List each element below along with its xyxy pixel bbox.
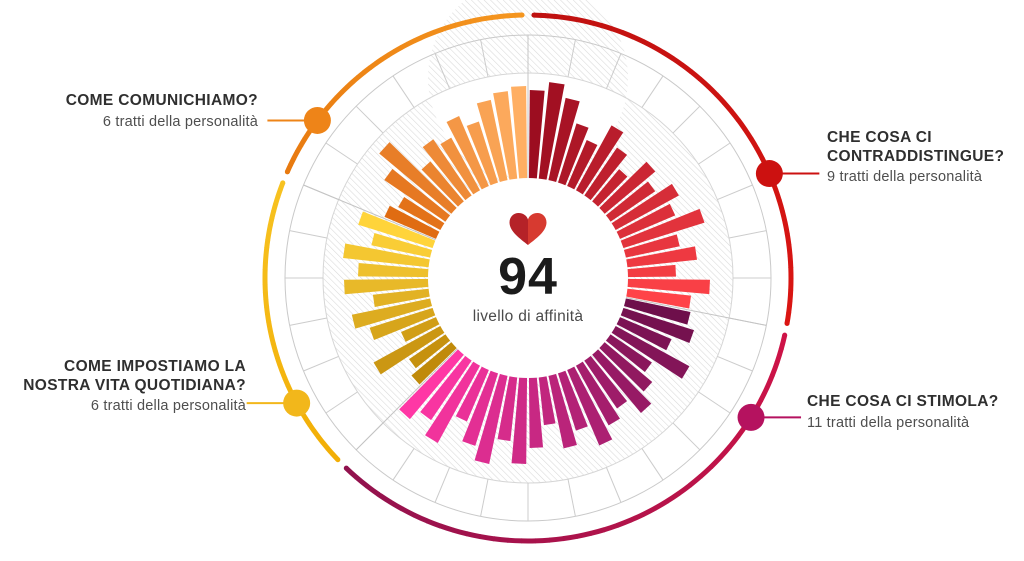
trait-bar	[528, 371, 544, 448]
section-title-line2: NOSTRA VITA QUOTIDIANA?	[23, 376, 246, 394]
trait-bar	[618, 297, 691, 325]
trait-bar	[493, 91, 518, 186]
trait-bar	[601, 181, 656, 226]
trait-bar	[595, 161, 656, 218]
section-dot-stimola	[737, 403, 765, 431]
trait-bar	[474, 368, 509, 464]
trait-bar	[595, 338, 653, 392]
trait-bar	[573, 356, 620, 426]
trait-bar	[601, 330, 652, 373]
heart-icon	[509, 213, 547, 245]
trait-bar	[580, 147, 628, 205]
section-bars-quotidiana	[343, 211, 461, 385]
trait-bar	[420, 351, 476, 421]
trait-bar	[344, 278, 435, 295]
section-title: COME COMUNICHIAMO?	[65, 92, 258, 109]
affinity-score-caption: livello di affinità	[472, 308, 584, 325]
trait-bar	[547, 97, 580, 188]
trait-bar	[511, 371, 528, 464]
trait-bar	[462, 365, 500, 446]
trait-bar	[373, 323, 450, 375]
trait-bar	[606, 183, 679, 233]
trait-bar	[547, 368, 577, 449]
trait-bar	[369, 306, 441, 341]
section-boundary-lines	[303, 35, 767, 451]
trait-bar	[538, 370, 556, 426]
trait-bar	[564, 139, 598, 195]
section-traits-count: 6 tratti della personalità	[90, 398, 246, 415]
trait-bar	[371, 233, 438, 259]
section-label-quotidiana: COME IMPOSTIAMO LA NOSTRA VITA QUOTIDIAN…	[23, 358, 246, 414]
trait-bar	[358, 262, 435, 278]
trait-bar	[455, 361, 492, 422]
trait-bar	[580, 351, 628, 409]
trait-bar	[411, 338, 461, 385]
section-bars-contraddistingue	[528, 82, 710, 309]
trait-bar	[556, 365, 588, 431]
trait-bar	[588, 169, 628, 211]
trait-bar	[425, 356, 483, 443]
trait-bar	[611, 314, 672, 351]
trait-bar	[497, 370, 518, 442]
trait-bar	[476, 99, 509, 188]
trait-bar	[343, 243, 436, 268]
trait-bar	[620, 288, 692, 309]
section-dot-comunichiamo	[303, 106, 331, 134]
section-label-stimola: CHE COSA CI STIMOLA? 11 tratti della per…	[807, 393, 999, 431]
trait-bar	[621, 278, 710, 295]
trait-bar	[446, 116, 492, 195]
trait-bar	[379, 142, 461, 218]
section-label-comunichiamo: COME COMUNICHIAMO? 6 tratti della person…	[66, 92, 258, 130]
trait-bar	[409, 330, 455, 369]
section-bars-comunichiamo	[379, 86, 528, 242]
trait-bar	[564, 361, 613, 446]
section-traits-count: 6 tratti della personalità	[102, 113, 258, 130]
trait-bar	[615, 208, 705, 250]
trait-bar	[588, 345, 652, 413]
trait-bar	[422, 139, 476, 205]
section-title: CHE COSA CI	[827, 129, 932, 146]
trait-bar	[372, 288, 436, 307]
trait-bar	[399, 345, 468, 420]
trait-bar	[556, 123, 589, 191]
trait-bar	[621, 264, 676, 278]
section-dot-contraddistingue	[755, 160, 783, 188]
trait-bar	[398, 196, 450, 233]
section-dot-quotidiana	[283, 389, 311, 417]
trait-bar	[384, 168, 455, 226]
trait-bar	[538, 82, 565, 186]
section-arc-quotidiana	[262, 180, 341, 463]
section-title: COME IMPOSTIAMO LA	[64, 358, 246, 375]
trait-bar	[351, 297, 438, 329]
trait-bar	[440, 137, 483, 200]
trait-bar	[606, 323, 690, 379]
section-title-line2: CONTRADDISTINGUE?	[827, 147, 1005, 165]
trait-bar	[384, 205, 445, 242]
trait-bar	[620, 246, 698, 268]
trait-bar	[611, 203, 676, 242]
section-title: CHE COSA CI STIMOLA?	[807, 393, 999, 410]
trait-bar	[618, 234, 680, 259]
trait-bar	[358, 211, 441, 250]
trait-bar	[401, 314, 445, 342]
section-traits-count: 11 tratti della personalità	[807, 414, 970, 431]
trait-bar	[466, 121, 500, 191]
trait-bar	[615, 306, 695, 344]
trait-bar	[573, 125, 624, 200]
section-label-contraddistingue: CHE COSA CI CONTRADDISTINGUE? 9 tratti d…	[827, 129, 1004, 185]
trait-bar	[421, 161, 468, 211]
trait-bar	[528, 90, 545, 185]
trait-bar	[511, 86, 528, 185]
center-disc	[428, 178, 628, 378]
affinity-score: 94	[498, 248, 558, 306]
section-bars-stimola	[399, 297, 695, 464]
section-traits-count: 9 tratti della personalità	[827, 169, 983, 186]
